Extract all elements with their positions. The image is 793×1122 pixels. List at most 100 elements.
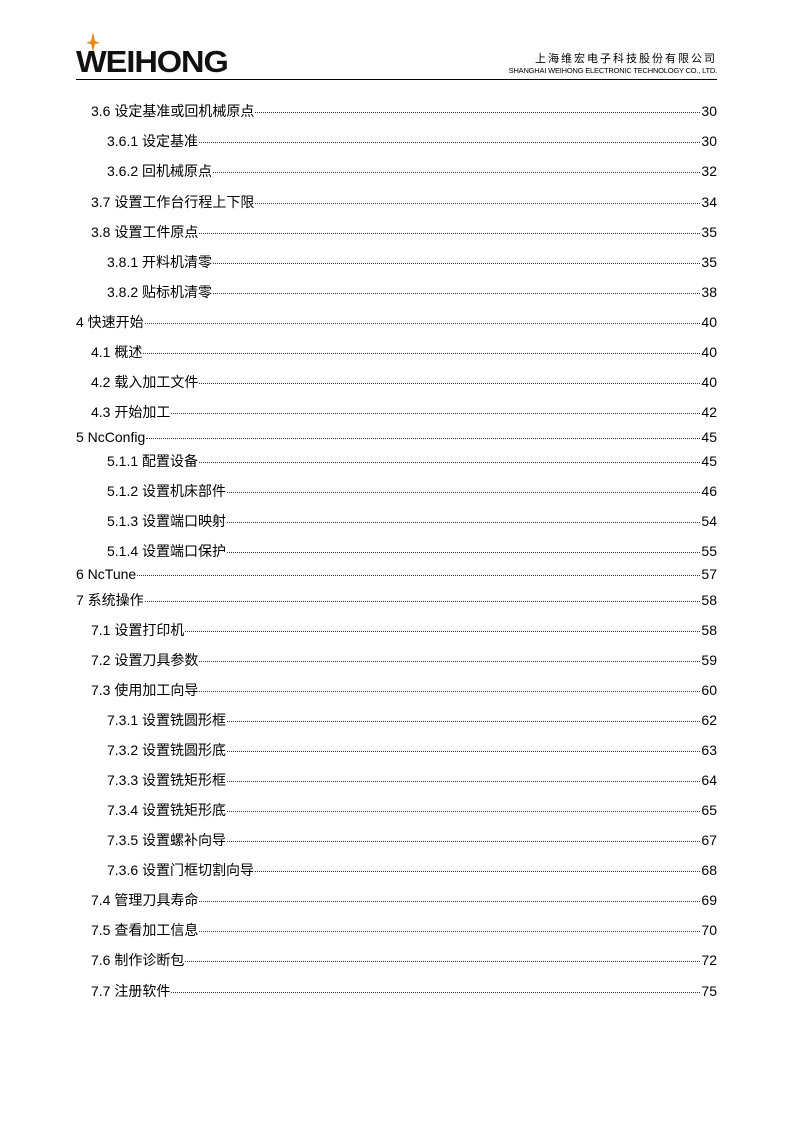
toc-page-number: 72 <box>701 952 717 968</box>
toc-page-number: 55 <box>701 543 717 559</box>
toc-page-number: 70 <box>701 922 717 938</box>
toc-entry[interactable]: 3.8.2 贴标机清零 38 <box>0 284 717 300</box>
toc-entry[interactable]: 5.1.1 配置设备 45 <box>0 453 717 469</box>
toc-page-number: 40 <box>701 344 717 360</box>
toc-entry[interactable]: 4.2 载入加工文件 40 <box>0 374 717 390</box>
toc-entry[interactable]: 7.5 查看加工信息 70 <box>0 922 717 938</box>
toc-entry-title: 7.3.3 设置铣矩形框 <box>107 772 227 788</box>
toc-entry[interactable]: 7.2 设置刀具参数 59 <box>0 652 717 668</box>
toc-entry[interactable]: 3.6.1 设定基准 30 <box>0 133 717 149</box>
header-rule <box>76 79 717 80</box>
toc-page-number: 59 <box>701 652 717 668</box>
toc-entry-title: 3.6 设定基准或回机械原点 <box>91 103 255 119</box>
toc-page-number: 65 <box>701 802 717 818</box>
toc-page-number: 38 <box>701 284 717 300</box>
toc-leader-dots <box>227 721 701 722</box>
toc-entry[interactable]: 7.6 制作诊断包 72 <box>0 952 717 968</box>
toc-leader-dots <box>199 233 701 234</box>
toc-entry[interactable]: 3.8 设置工件原点 35 <box>0 224 717 240</box>
toc-leader-dots <box>227 552 701 553</box>
toc-entry[interactable]: 5.1.4 设置端口保护 55 <box>0 543 717 559</box>
toc-entry[interactable]: 3.7 设置工作台行程上下限 34 <box>0 194 717 210</box>
toc-entry[interactable]: 7.3.5 设置螺补向导 67 <box>0 832 717 848</box>
toc-entry[interactable]: 7.3 使用加工向导 60 <box>0 682 717 698</box>
toc-entry-title: 7.4 管理刀具寿命 <box>91 892 199 908</box>
toc-leader-dots <box>199 142 701 143</box>
toc-entry[interactable]: 5.1.3 设置端口映射 54 <box>0 513 717 529</box>
toc-entry[interactable]: 7.3.1 设置铣圆形框 62 <box>0 712 717 728</box>
toc-entry-title: 7.2 设置刀具参数 <box>91 652 199 668</box>
toc-leader-dots <box>227 841 701 842</box>
toc-page-number: 62 <box>701 712 717 728</box>
toc-entry[interactable]: 7.7 注册软件 75 <box>0 983 717 999</box>
toc-page-number: 68 <box>701 862 717 878</box>
toc-entry-title: 3.8 设置工件原点 <box>91 224 199 240</box>
toc-entry-title: 5.1.1 配置设备 <box>107 453 199 469</box>
toc-entry[interactable]: 7.3.4 设置铣矩形底 65 <box>0 802 717 818</box>
toc-entry-title: 3.8.1 开料机清零 <box>107 254 213 270</box>
toc-entry[interactable]: 5.1.2 设置机床部件 46 <box>0 483 717 499</box>
toc-entry[interactable]: 4.1 概述 40 <box>0 344 717 360</box>
toc-leader-dots <box>227 811 701 812</box>
toc-entry[interactable]: 7.3.3 设置铣矩形框 64 <box>0 772 717 788</box>
toc-page-number: 30 <box>701 103 717 119</box>
toc-entry-title: 3.7 设置工作台行程上下限 <box>91 194 255 210</box>
toc-page-number: 45 <box>701 453 717 469</box>
toc-entry[interactable]: 4.3 开始加工 42 <box>0 404 717 420</box>
toc-entry[interactable]: 7.4 管理刀具寿命 69 <box>0 892 717 908</box>
toc-entry[interactable]: 3.6 设定基准或回机械原点 30 <box>0 103 717 119</box>
toc-entry[interactable]: 6 NcTune 57 <box>0 566 717 582</box>
toc-leader-dots <box>255 203 701 204</box>
logo-star-icon <box>86 32 100 52</box>
toc-entry-title: 5.1.3 设置端口映射 <box>107 513 227 529</box>
toc-entry[interactable]: 5 NcConfig 45 <box>0 429 717 445</box>
toc-entry-title: 7.6 制作诊断包 <box>91 952 185 968</box>
toc-page-number: 57 <box>701 566 717 582</box>
toc-entry[interactable]: 4 快速开始 40 <box>0 314 717 330</box>
toc-leader-dots <box>227 522 701 523</box>
toc-page-number: 69 <box>701 892 717 908</box>
toc-entry[interactable]: 7 系统操作 58 <box>0 592 717 608</box>
toc-entry-title: 7.3 使用加工向导 <box>91 682 199 698</box>
toc-entry-title: 5.1.2 设置机床部件 <box>107 483 227 499</box>
toc-entry-title: 4.2 载入加工文件 <box>91 374 199 390</box>
toc-leader-dots <box>199 901 701 902</box>
toc-leader-dots <box>227 781 701 782</box>
toc-leader-dots <box>137 575 701 576</box>
toc-leader-dots <box>255 871 701 872</box>
toc-entry-title: 4.1 概述 <box>91 344 143 360</box>
toc-entry-title: 3.6.2 回机械原点 <box>107 163 213 179</box>
toc-entry[interactable]: 3.8.1 开料机清零 35 <box>0 254 717 270</box>
toc-entry-title: 4.3 开始加工 <box>91 404 171 420</box>
toc-entry-title: 7.1 设置打印机 <box>91 622 185 638</box>
toc-leader-dots <box>255 112 701 113</box>
toc-page-number: 75 <box>701 983 717 999</box>
toc-page-number: 58 <box>701 622 717 638</box>
toc-leader-dots <box>199 661 701 662</box>
toc-leader-dots <box>199 383 701 384</box>
company-name-cn: 上海维宏电子科技股份有限公司 <box>535 52 717 65</box>
toc-page-number: 67 <box>701 832 717 848</box>
toc-entry-title: 7.3.1 设置铣圆形框 <box>107 712 227 728</box>
toc-leader-dots <box>199 691 701 692</box>
toc-entry-title: 7.3.6 设置门框切割向导 <box>107 862 255 878</box>
toc-leader-dots <box>144 601 701 602</box>
toc-page-number: 35 <box>701 224 717 240</box>
toc-entry-title: 5.1.4 设置端口保护 <box>107 543 227 559</box>
toc-leader-dots <box>199 462 701 463</box>
toc-leader-dots <box>185 631 701 632</box>
toc-entry[interactable]: 7.3.6 设置门框切割向导 68 <box>0 862 717 878</box>
toc-entry[interactable]: 7.1 设置打印机 58 <box>0 622 717 638</box>
toc-leader-dots <box>227 751 701 752</box>
toc-entry-title: 5 NcConfig <box>76 429 146 445</box>
toc-leader-dots <box>171 992 701 993</box>
toc-page-number: 42 <box>701 404 717 420</box>
toc-entry[interactable]: 3.6.2 回机械原点 32 <box>0 163 717 179</box>
toc-entry[interactable]: 7.3.2 设置铣圆形底 63 <box>0 742 717 758</box>
toc-page-number: 34 <box>701 194 717 210</box>
toc-page-number: 54 <box>701 513 717 529</box>
toc-entry-title: 4 快速开始 <box>76 314 144 330</box>
toc-entry-title: 7 系统操作 <box>76 592 144 608</box>
toc-leader-dots <box>143 353 701 354</box>
toc-leader-dots <box>213 263 701 264</box>
